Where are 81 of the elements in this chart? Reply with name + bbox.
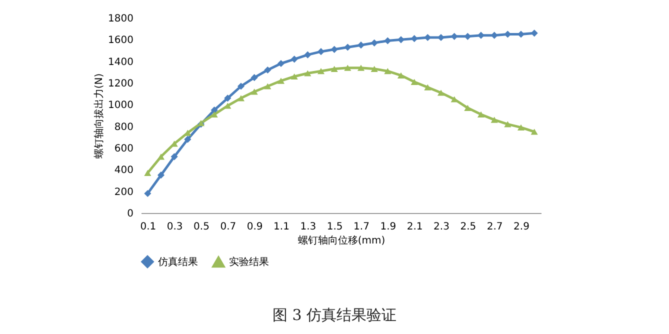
y-tick-label: 1200 xyxy=(108,78,134,90)
point xyxy=(490,32,498,39)
point xyxy=(450,32,458,40)
x-tick-label: 1.5 xyxy=(326,222,343,232)
point xyxy=(370,66,378,72)
point xyxy=(144,170,152,176)
point xyxy=(157,154,165,160)
point xyxy=(530,128,538,135)
point xyxy=(530,30,538,37)
point xyxy=(277,60,285,68)
point xyxy=(450,96,458,102)
point xyxy=(384,37,392,44)
point xyxy=(330,46,338,53)
x-tick-label: 0.7 xyxy=(220,222,236,232)
point xyxy=(237,95,245,102)
legend-label: 仿真结果 xyxy=(157,256,198,268)
point xyxy=(357,42,365,49)
x-tick-label: 2.5 xyxy=(460,222,476,232)
point xyxy=(304,70,312,76)
point xyxy=(344,44,352,51)
x-tick-label: 2.9 xyxy=(514,222,530,232)
point xyxy=(410,78,418,85)
x-tick-label: 0.3 xyxy=(166,222,183,232)
point xyxy=(184,136,192,143)
point xyxy=(410,35,418,42)
point xyxy=(224,94,232,102)
point xyxy=(317,68,325,74)
point xyxy=(424,84,432,90)
point xyxy=(504,121,512,128)
y-tick-label: 200 xyxy=(114,186,134,198)
x-tick-label: 1.3 xyxy=(300,222,316,232)
y-tick-label: 1000 xyxy=(108,100,134,112)
point xyxy=(170,153,178,160)
point xyxy=(144,190,152,198)
point xyxy=(224,102,232,109)
x-tick-label: 2.1 xyxy=(406,222,423,232)
point xyxy=(210,106,218,114)
point xyxy=(344,64,352,71)
point xyxy=(250,74,258,82)
y-tick-label: 800 xyxy=(114,122,134,133)
point xyxy=(290,56,298,63)
point xyxy=(437,90,445,96)
point xyxy=(464,104,472,111)
x-tick-label: 2.7 xyxy=(486,222,503,232)
point xyxy=(304,51,312,58)
point xyxy=(384,68,392,74)
y-tick-label: 1600 xyxy=(108,35,134,46)
x-tick-label: 1.1 xyxy=(274,222,290,232)
point xyxy=(330,66,338,72)
point xyxy=(477,111,485,118)
y-axis-title: 螺钉轴向拔出力(N) xyxy=(93,73,106,159)
x-tick-label: 1.7 xyxy=(354,222,370,232)
point xyxy=(397,72,405,78)
x-axis-title: 螺钉轴向位移(mm) xyxy=(298,234,386,246)
x-tick-label: 0.5 xyxy=(194,222,210,232)
point xyxy=(464,32,472,40)
point xyxy=(250,88,258,95)
y-tick-label: 1800 xyxy=(108,14,134,24)
point xyxy=(370,39,378,46)
y-tick-label: 1400 xyxy=(108,56,134,68)
point xyxy=(157,172,165,179)
y-tick-label: 600 xyxy=(114,144,134,154)
point xyxy=(264,83,272,90)
legend-label: 实验结果 xyxy=(229,256,269,268)
point xyxy=(490,116,498,123)
point xyxy=(317,48,325,56)
caption: 图 3 仿真结果验证 xyxy=(271,306,398,325)
point xyxy=(517,124,525,130)
x-tick-label: 2.3 xyxy=(434,222,450,232)
point xyxy=(237,82,245,90)
point xyxy=(357,64,365,71)
x-tick-label: 0.1 xyxy=(140,222,156,232)
x-tick-label: 0.9 xyxy=(246,222,263,232)
point xyxy=(290,73,298,80)
y-tick-label: 400 xyxy=(114,165,134,176)
point xyxy=(277,78,285,84)
point xyxy=(264,66,272,74)
point xyxy=(397,36,405,44)
y-tick-label: 0 xyxy=(127,208,134,220)
x-tick-label: 1.9 xyxy=(380,222,396,232)
point xyxy=(424,34,432,42)
